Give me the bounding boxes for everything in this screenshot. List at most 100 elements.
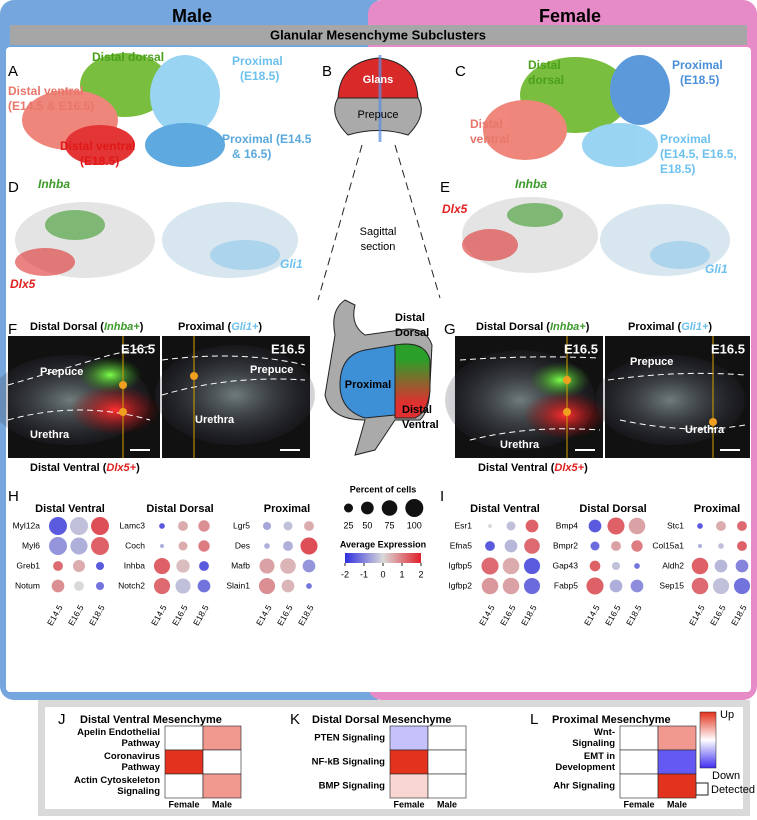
dot <box>733 577 751 595</box>
dot <box>737 521 747 531</box>
heatmap-cell <box>389 725 429 751</box>
tissue-label: Urethra <box>500 439 540 451</box>
prepuce-shape <box>334 97 422 136</box>
dot <box>153 557 171 575</box>
dot <box>178 541 188 551</box>
gene-label: Sep15 <box>659 580 684 590</box>
tissue-label: Urethra <box>30 429 70 441</box>
dot <box>300 537 318 555</box>
heatmap-cell <box>427 725 467 751</box>
image-title: Distal Dorsal (Inhba+) <box>476 321 590 333</box>
updown-bar <box>699 711 717 769</box>
dot <box>49 537 67 555</box>
dot <box>609 579 623 593</box>
dot <box>628 517 646 535</box>
dot <box>712 577 730 595</box>
dotplot-title: Distal Dorsal <box>579 503 646 515</box>
gene-label: Myl12a <box>13 520 41 530</box>
cluster-label: (E14.5, E16.5, <box>660 147 737 161</box>
color-tick-label: 0 <box>380 569 385 579</box>
gene-label: Lgr5 <box>233 520 250 530</box>
cluster-label: Distal <box>470 117 503 131</box>
heatmap-cell <box>427 773 467 799</box>
gene-label: Stc1 <box>667 520 684 530</box>
gene-label: Des <box>235 540 250 550</box>
tissue-label: Urethra <box>195 414 235 426</box>
dot <box>199 561 209 571</box>
size-key-label: 75 <box>385 520 395 530</box>
dot <box>176 559 190 573</box>
dot <box>91 517 109 535</box>
gene-label: Notum <box>15 580 40 590</box>
panel-letter: E <box>440 179 450 196</box>
cluster-label: (E18.5) <box>80 154 119 168</box>
gene-label: Gli1 <box>280 257 303 271</box>
gene-label: Slain1 <box>226 580 250 590</box>
dot <box>258 577 276 595</box>
dot <box>631 540 643 552</box>
dot <box>481 557 499 575</box>
gene-label: Gli1 <box>705 262 728 276</box>
dot <box>525 519 539 533</box>
column-label: Female <box>623 799 654 809</box>
panel-letter: B <box>322 63 332 80</box>
dotplot-title: Distal Dorsal <box>146 503 213 515</box>
dot <box>586 577 604 595</box>
gene-label: Myl6 <box>22 540 40 550</box>
region-label: Dorsal <box>395 327 429 339</box>
pathway-label: Pathway <box>121 762 160 773</box>
pathway-label: Pathway <box>121 738 160 749</box>
tissue-label: Urethra <box>685 424 725 436</box>
heatmap-cell <box>657 725 697 751</box>
dot <box>153 577 171 595</box>
tissue-label: Prepuce <box>630 356 673 368</box>
dotplot-title: Distal Ventral <box>470 503 540 515</box>
dot <box>523 577 541 595</box>
gene-label: Igfbp2 <box>448 580 472 590</box>
cluster-label: Proximal <box>672 58 723 72</box>
pathway-label: Signaling <box>117 786 160 797</box>
male-header: Male <box>172 6 212 26</box>
dot <box>590 541 600 551</box>
dot <box>607 517 625 535</box>
dot <box>304 521 314 531</box>
image-title: Distal Ventral (Dlx5+) <box>478 462 588 474</box>
dot <box>159 523 165 529</box>
panel-letter: I <box>440 488 444 505</box>
stage-label: E16.5 <box>121 341 155 356</box>
dot <box>611 561 621 571</box>
heatmap-cell <box>202 749 242 775</box>
stage-label: E16.5 <box>271 341 305 356</box>
dot <box>175 578 191 594</box>
dot <box>262 521 272 531</box>
tissue-image <box>0 336 315 458</box>
dot <box>70 517 88 535</box>
dot <box>737 541 747 551</box>
dot <box>504 539 518 553</box>
gene-label: Igfbp5 <box>448 560 472 570</box>
region-label: Distal <box>402 404 432 416</box>
gene-label: Col15a1 <box>652 540 684 550</box>
umap-male <box>22 53 225 167</box>
heatmap-title: Proximal Mesenchyme <box>552 714 671 726</box>
cluster-label: (E18.5) <box>240 69 279 83</box>
dot <box>283 541 293 551</box>
cluster-label: Proximal <box>232 54 283 68</box>
gene-label: Mafb <box>231 560 250 570</box>
legend-title: Average Expression <box>340 539 426 549</box>
color-tick-label: 1 <box>399 569 404 579</box>
cluster-label: & 16.5) <box>232 147 271 161</box>
column-label: Male <box>437 799 457 809</box>
dot <box>70 537 88 555</box>
feature-plot <box>15 202 298 278</box>
pathway-label: Signaling <box>572 738 615 749</box>
dot <box>95 581 105 591</box>
pathway-label: Wnt- <box>594 727 615 738</box>
dot <box>74 581 84 591</box>
cluster-label: Distal <box>528 58 561 72</box>
heatmap-cell <box>164 749 204 775</box>
column-label: Female <box>393 799 424 809</box>
dot <box>51 579 65 593</box>
dot <box>259 558 275 574</box>
tissue-label: Prepuce <box>250 364 293 376</box>
